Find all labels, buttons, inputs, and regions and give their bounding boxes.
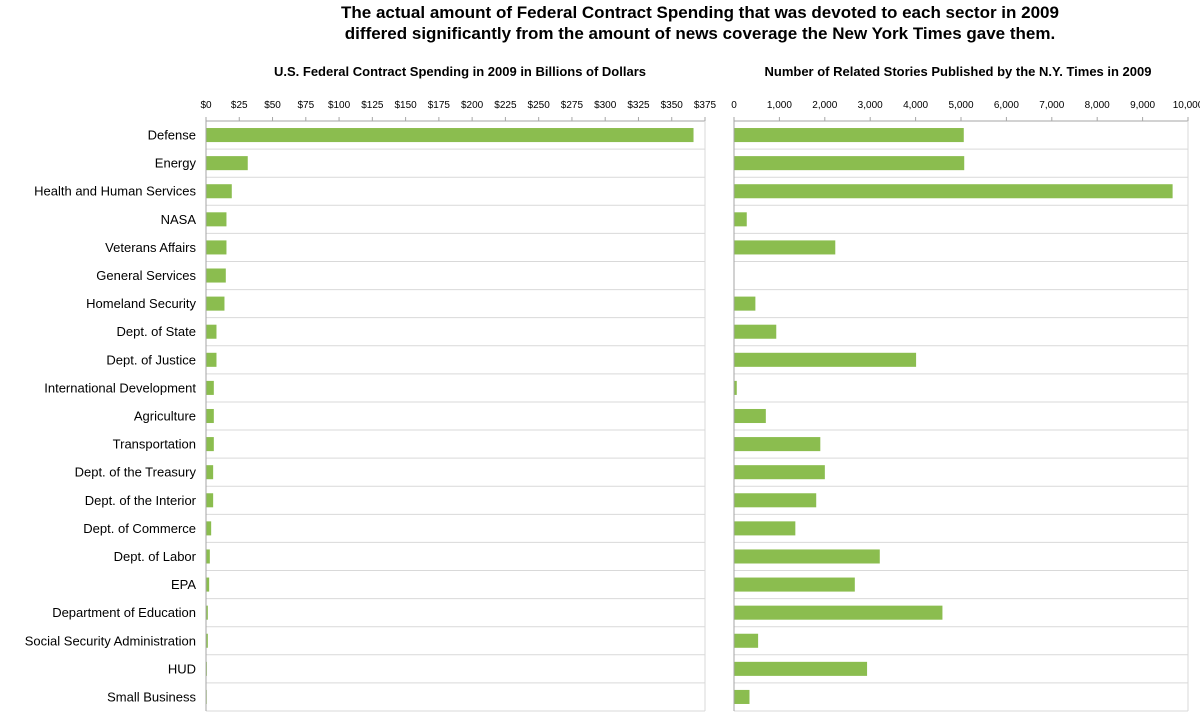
spending-tick-label: $175 [428, 100, 451, 111]
stories-bar [734, 605, 943, 620]
stories-tick-label: 8,000 [1085, 100, 1110, 111]
spending-tick-label: $275 [561, 100, 584, 111]
spending-bar [206, 352, 217, 367]
spending-tick-label: $350 [661, 100, 684, 111]
stories-tick-label: 6,000 [994, 100, 1019, 111]
stories-bar [734, 689, 750, 704]
stories-bar [734, 577, 855, 592]
spending-tick-label: $375 [694, 100, 717, 111]
category-label: Dept. of the Interior [85, 493, 197, 508]
category-label: Social Security Administration [25, 633, 196, 648]
stories-bar [734, 493, 817, 508]
category-label: Agriculture [134, 409, 196, 424]
spending-tick-label: $225 [494, 100, 517, 111]
chart-main-title: The actual amount of Federal Contract Sp… [250, 2, 1150, 44]
category-label: Small Business [107, 689, 196, 704]
stories-bar [734, 240, 836, 255]
stories-bar [734, 408, 766, 424]
spending-tick-label: $250 [528, 100, 551, 111]
stories-bar [734, 661, 868, 676]
category-label: Dept. of Justice [106, 352, 196, 367]
title-line-2: differed significantly from the amount o… [344, 24, 1056, 43]
stories-bar [734, 212, 747, 227]
category-label: Department of Education [52, 605, 196, 620]
spending-bar [206, 521, 212, 536]
stories-bar [734, 156, 965, 171]
category-label: Veterans Affairs [105, 240, 196, 255]
category-labels: Defense Energy Health and Human Services NA… [25, 128, 197, 705]
stories-tick-label: 4,000 [903, 100, 928, 111]
spending-bar [206, 605, 208, 620]
spending-tick-label: $325 [627, 100, 650, 111]
stories-bar [734, 465, 825, 480]
category-label: Energy [155, 156, 197, 171]
category-label: Homeland Security [86, 296, 196, 311]
stories-panel-title: Number of Related Stories Published by t… [765, 64, 1152, 79]
spending-tick-label: $50 [264, 100, 281, 111]
stories-bar [734, 521, 796, 536]
category-label: EPA [171, 577, 196, 592]
spending-tick-label: $150 [394, 100, 417, 111]
spending-tick-label: $25 [231, 100, 248, 111]
news-stories-panel: Number of Related Stories Published by t… [731, 64, 1200, 712]
stories-bar [734, 549, 880, 564]
category-label: HUD [168, 661, 196, 676]
spending-bar [206, 184, 232, 199]
spending-bar [206, 268, 226, 283]
spending-panel-title: U.S. Federal Contract Spending in 2009 i… [274, 64, 646, 79]
category-label: Dept. of Labor [114, 549, 197, 564]
spending-bar [206, 437, 214, 452]
spending-bar [206, 156, 248, 171]
category-label: General Services [96, 268, 196, 283]
stories-tick-label: 9,000 [1130, 100, 1155, 111]
spending-bar [206, 549, 210, 564]
stories-bar [734, 128, 964, 143]
stories-tick-label: 0 [731, 100, 737, 111]
spending-tick-label: $75 [297, 100, 314, 111]
spending-tick-label: $300 [594, 100, 617, 111]
stories-bar [734, 184, 1173, 199]
spending-bar [206, 240, 227, 255]
category-label: Defense [148, 128, 196, 143]
category-label: Transportation [113, 437, 196, 452]
stories-bar [734, 296, 756, 311]
category-label: International Development [44, 380, 196, 395]
title-line-1: The actual amount of Federal Contract Sp… [341, 3, 1059, 22]
category-label: Dept. of the Treasury [75, 465, 197, 480]
stories-bar [734, 633, 759, 648]
stories-tick-label: 7,000 [1039, 100, 1064, 111]
spending-bar [206, 577, 210, 592]
stories-tick-label: 10,000 [1173, 100, 1200, 111]
stories-bar [734, 352, 917, 367]
spending-bar [206, 212, 227, 227]
spending-tick-label: $125 [361, 100, 384, 111]
spending-tick-label: $200 [461, 100, 484, 111]
spending-tick-label: $100 [328, 100, 351, 111]
stories-bar [734, 380, 737, 395]
spending-bar [206, 380, 214, 395]
spending-bar [206, 324, 217, 339]
stories-tick-label: 1,000 [767, 100, 792, 111]
stories-tick-label: 5,000 [948, 100, 973, 111]
category-label: Health and Human Services [34, 184, 196, 199]
category-label: Dept. of State [117, 324, 197, 339]
spending-bar [206, 633, 208, 648]
stories-tick-label: 3,000 [858, 100, 883, 111]
spending-panel: U.S. Federal Contract Spending in 2009 i… [200, 64, 717, 712]
spending-bar [206, 296, 225, 311]
stories-tick-label: 2,000 [812, 100, 837, 111]
stories-bar [734, 324, 777, 339]
spending-tick-label: $0 [200, 100, 212, 111]
stories-bar [734, 437, 821, 452]
spending-bar [206, 465, 214, 480]
category-label: NASA [161, 212, 197, 227]
spending-bar [206, 408, 214, 424]
spending-bar [206, 493, 214, 508]
spending-bar [206, 128, 694, 143]
category-label: Dept. of Commerce [83, 521, 196, 536]
